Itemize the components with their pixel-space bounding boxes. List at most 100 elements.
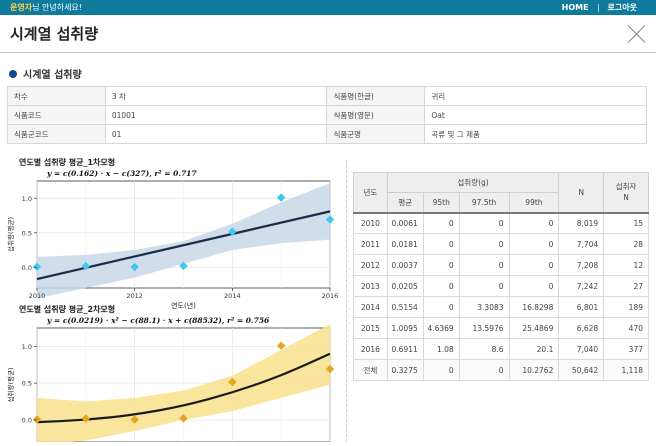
table-row: 2011 0.0181 0 0 0 7,704 28	[353, 233, 649, 255]
info-value: 01001	[104, 105, 328, 125]
page-title: 시계열 섭취량	[10, 25, 99, 43]
cell-p99: 25.4869	[508, 317, 560, 339]
x-tick-label: 2014	[224, 292, 241, 300]
greeting-text: 님 안녕하세요!	[32, 3, 83, 12]
cell-p95: 0	[422, 233, 460, 255]
y-tick-label: 0.0	[22, 264, 32, 272]
cell-p95: 4.6369	[422, 317, 460, 339]
cell-p99: 0	[508, 275, 560, 297]
y-tick-label: 0.0	[22, 416, 32, 424]
x-tick-label: 2016	[322, 292, 339, 300]
cell-mean: 0.0061	[386, 211, 424, 234]
fit-line	[36, 352, 331, 424]
cell-mean: 0.0037	[386, 254, 424, 276]
cell-n: 7,040	[558, 338, 605, 360]
charts-panel: 연도별 섭취량 평균_1차모형 y = c(0.162) · x − c(327)…	[0, 155, 345, 446]
info-label: 식품명(한글)	[326, 86, 426, 106]
table-row: 2010 0.0061 0 0 0 8,019 15	[353, 211, 649, 234]
panel-divider	[346, 160, 347, 442]
chart-title: 연도별 섭취량 평균_1차모형	[19, 157, 115, 167]
info-value: Oat	[424, 105, 647, 125]
table-header-row: 평균 95th 97.5th 99th	[354, 192, 649, 213]
info-value: 3 차	[104, 86, 328, 106]
table-row: 2012 0.0037 0 0 0 7,208 12	[353, 254, 649, 276]
cell-n: 7,208	[558, 254, 605, 276]
cell-p95: 1.08	[422, 338, 460, 360]
cell-p95: 0	[422, 275, 460, 297]
cell-p975: 0	[458, 359, 510, 381]
cell-year: 전체	[353, 359, 388, 381]
cell-p975: 8.6	[458, 338, 510, 360]
col-n: N	[558, 172, 605, 213]
intake-stats-table: 년도 섭취량(g) N 섭취자 N 평균 95th 97.5th 99th 20…	[353, 172, 649, 381]
cell-mean: 1.0095	[386, 317, 424, 339]
data-point	[179, 261, 188, 271]
y-axis-label: 섭취량(평균)	[6, 217, 15, 252]
x-axis-label: 연도(년)	[171, 301, 196, 310]
bullet-icon	[9, 69, 17, 78]
section-header: 시계열 섭취량	[9, 66, 656, 81]
cell-year: 2011	[353, 233, 388, 255]
cell-year: 2016	[353, 338, 388, 360]
cell-p975: 13.5976	[458, 317, 510, 339]
y-tick-label: 1.0	[22, 343, 32, 351]
x-tick-label: 2012	[126, 292, 143, 300]
info-value: 곡류 및 그 제품	[424, 124, 647, 144]
cell-p99: 0	[508, 254, 560, 276]
data-point	[81, 261, 91, 271]
table-row: 전체 0.3275 0 0 10.2762 50,642 1,118	[353, 359, 649, 381]
food-info-table: 차수 3 차 식품명(한글) 귀리 식품코드 01001 식품명(영문) Oat…	[7, 86, 647, 144]
logout-link[interactable]: 로그아웃	[607, 3, 637, 12]
cell-cn: 470	[603, 317, 649, 339]
cell-cn: 27	[603, 275, 649, 297]
info-label: 식품군명	[326, 124, 426, 144]
user-name: 운영자	[10, 3, 33, 12]
chart-equation: y = c(0.0219) · x² − c(88.1) · x + c(885…	[46, 316, 270, 325]
cell-mean: 0.0205	[386, 275, 424, 297]
close-icon[interactable]	[628, 25, 646, 43]
user-greeting: 운영자님 안녕하세요!	[10, 2, 82, 13]
data-point	[325, 364, 335, 374]
cell-cn: 189	[603, 296, 649, 318]
cell-year: 2015	[353, 317, 388, 339]
cell-p975: 3.3083	[458, 296, 510, 318]
info-value: 귀리	[424, 86, 647, 106]
table-row: 차수 3 차 식품명(한글) 귀리	[7, 86, 647, 106]
cell-cn: 28	[603, 233, 649, 255]
data-point	[325, 215, 335, 224]
title-bar: 시계열 섭취량	[0, 15, 656, 53]
cell-mean: 0.5154	[386, 296, 424, 318]
cell-p95: 0	[422, 296, 460, 318]
data-point	[32, 262, 42, 272]
top-nav: HOME 로그아웃	[553, 2, 646, 13]
cell-p99: 10.2762	[508, 359, 560, 381]
y-tick-label: 1.0	[22, 195, 32, 203]
cell-cn: 15	[603, 211, 649, 234]
data-point	[228, 227, 237, 236]
chart-title: 연도별 섭취량 평균_2차모형	[19, 304, 115, 314]
col-p95: 95th	[422, 192, 460, 213]
section-title: 시계열 섭취량	[23, 70, 82, 81]
cell-mean: 0.3275	[386, 359, 424, 381]
stats-body: 2010 0.0061 0 0 0 8,019 15 2011 0.0181 0 0 0 7,704 28…	[353, 211, 649, 381]
top-bar: 운영자님 안녕하세요! HOME 로그아웃	[0, 0, 656, 15]
cell-p99: 0	[508, 233, 560, 255]
cell-p95: 0	[422, 254, 460, 276]
home-link[interactable]: HOME	[561, 3, 589, 12]
confidence-band	[37, 183, 330, 299]
table-row: 2015 1.0095 4.6369 13.5976 25.4869 6,628 470	[353, 317, 649, 339]
info-label: 식품코드	[7, 105, 106, 125]
cell-mean: 0.6911	[386, 338, 424, 360]
cell-cn: 377	[603, 338, 649, 360]
cell-year: 2014	[353, 296, 388, 318]
cell-cn: 1,118	[603, 359, 649, 381]
y-axis-label: 섭취량(평균)	[6, 368, 15, 403]
table-row: 식품코드 01001 식품명(영문) Oat	[7, 105, 647, 125]
col-year: 년도	[353, 172, 388, 213]
cell-mean: 0.0181	[386, 233, 424, 255]
info-label: 식품군코드	[7, 124, 106, 144]
cell-year: 2012	[353, 254, 388, 276]
